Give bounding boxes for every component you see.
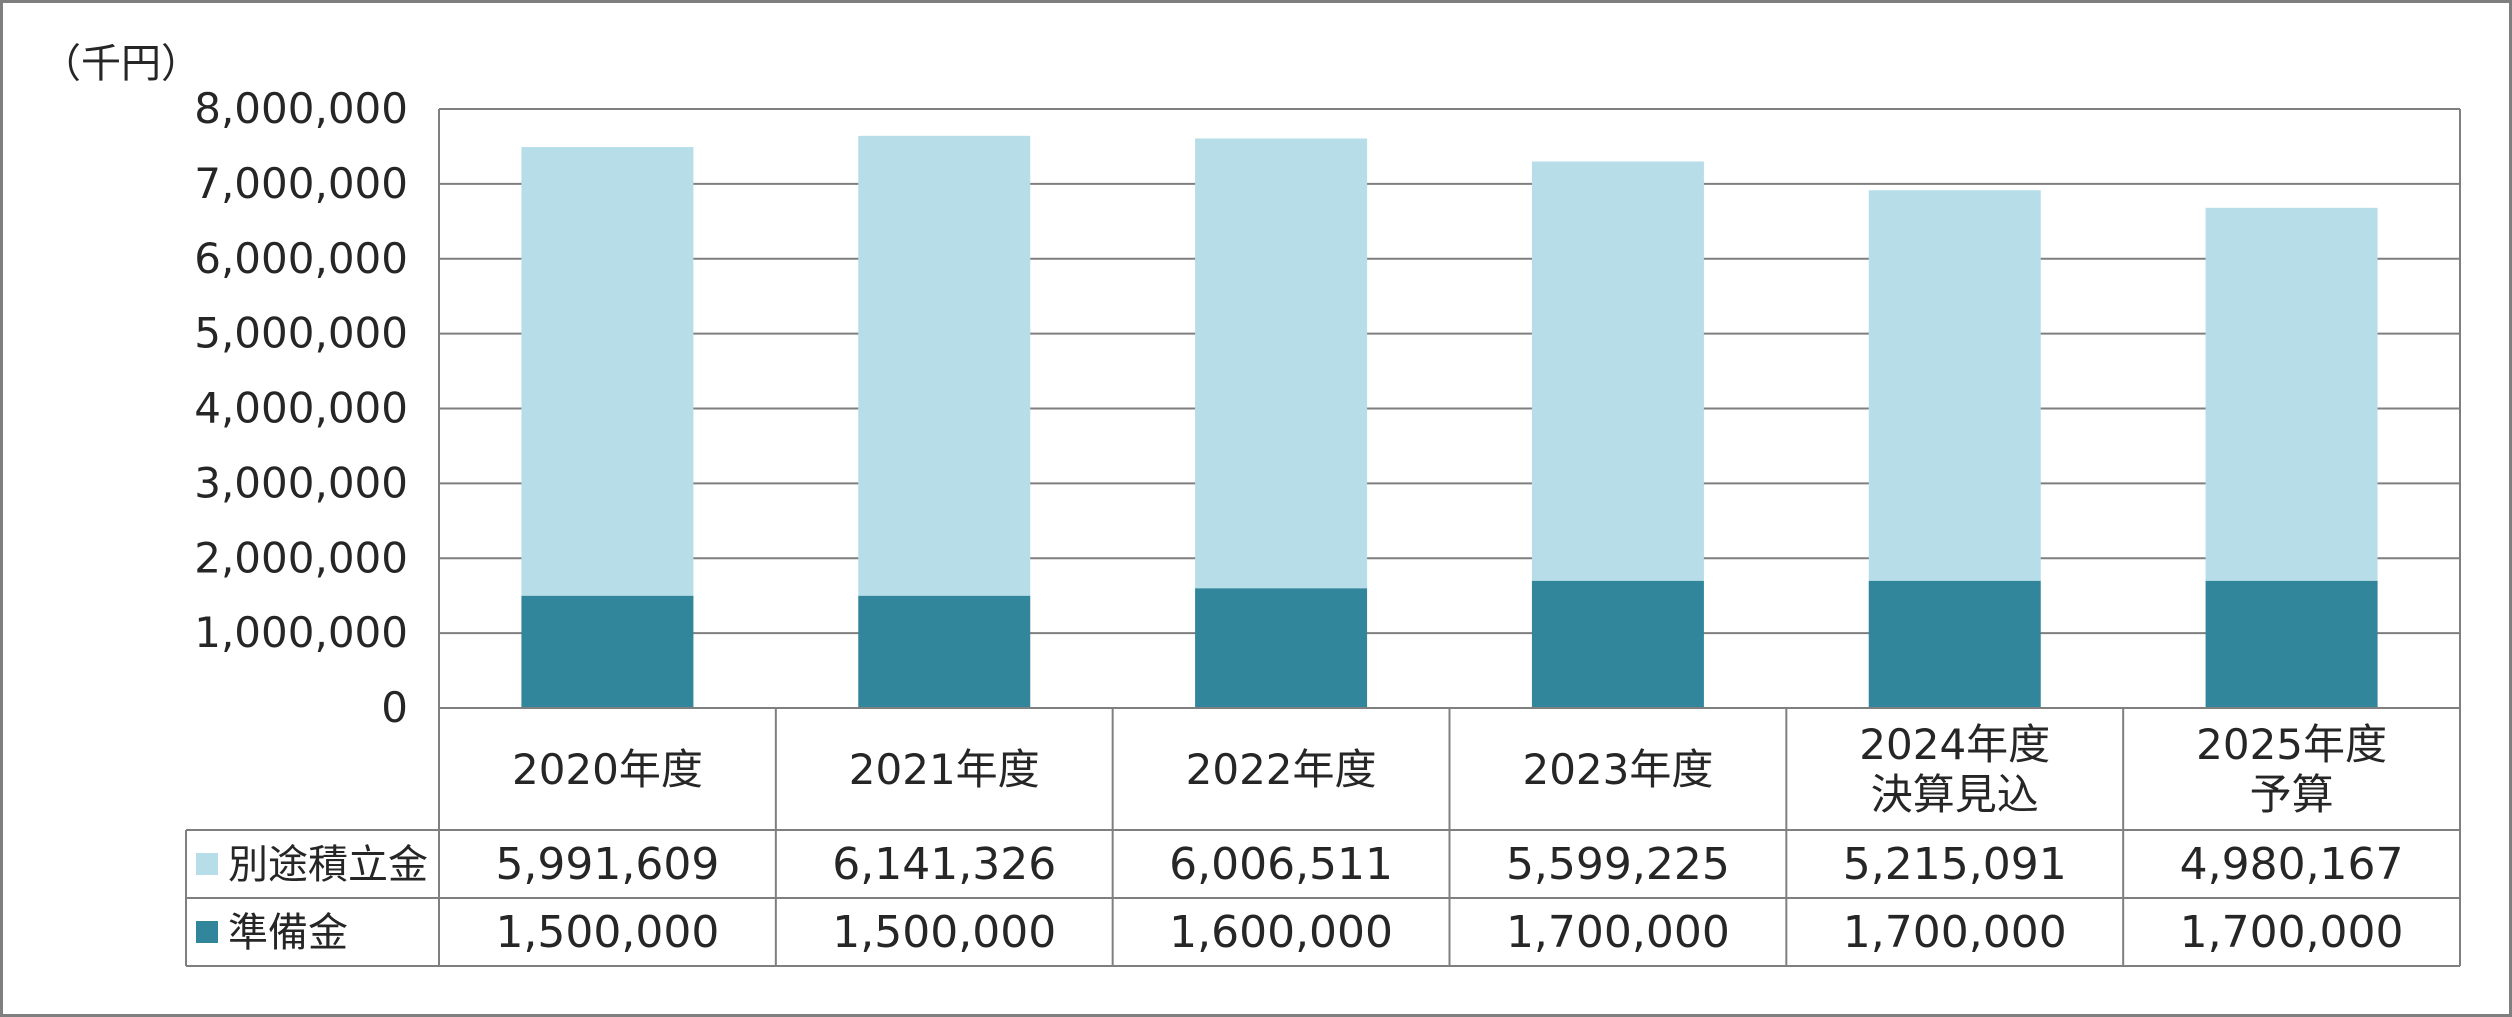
bar-segment bbox=[1195, 588, 1368, 708]
x-category-label: 決算見込 bbox=[1871, 770, 2039, 819]
x-category-label: 2022年度 bbox=[1186, 745, 1377, 794]
y-tick-label: 3,000,000 bbox=[194, 458, 408, 507]
bar-segment bbox=[1531, 580, 1704, 708]
table-value: 4,980,167 bbox=[2180, 839, 2404, 890]
table-value: 5,599,225 bbox=[1506, 839, 1730, 890]
table-value: 1,500,000 bbox=[832, 907, 1056, 958]
table-value: 6,141,326 bbox=[832, 839, 1056, 890]
bar-segment bbox=[2205, 580, 2378, 708]
table-value: 5,991,609 bbox=[495, 839, 719, 890]
y-tick-label: 7,000,000 bbox=[194, 159, 408, 208]
y-tick-label: 6,000,000 bbox=[194, 234, 408, 283]
table-value: 1,700,000 bbox=[2180, 907, 2404, 958]
y-tick-label: 4,000,000 bbox=[194, 384, 408, 433]
table-value: 1,700,000 bbox=[1843, 907, 2067, 958]
x-category-label: 2023年度 bbox=[1522, 745, 1713, 794]
bar-segment bbox=[1868, 580, 2041, 708]
table-value: 6,006,511 bbox=[1169, 839, 1393, 890]
x-category-label: 2024年度 bbox=[1859, 720, 2050, 769]
bar-segment bbox=[858, 135, 1031, 596]
stacked-bar-chart: 0 1,000,000 2,000,000 3,000,000 4,000,000 5,0… bbox=[185, 84, 2461, 967]
y-tick-label: 1,000,000 bbox=[194, 608, 408, 657]
bar-segment bbox=[521, 147, 694, 596]
y-axis-unit-label: （千円） bbox=[41, 41, 201, 87]
table-value: 1,700,000 bbox=[1506, 907, 1730, 958]
table-value: 5,215,091 bbox=[1843, 839, 2067, 890]
legend-swatch bbox=[196, 853, 218, 875]
bar-segment bbox=[2205, 207, 2378, 581]
y-tick-label: 8,000,000 bbox=[194, 84, 408, 133]
x-category-label: 2021年度 bbox=[849, 745, 1040, 794]
y-tick-label: 2,000,000 bbox=[194, 533, 408, 582]
bar-segment bbox=[1195, 138, 1368, 589]
bar-segment bbox=[858, 595, 1031, 708]
x-category-label: 予算 bbox=[2250, 770, 2334, 819]
bar-segment bbox=[521, 595, 694, 708]
legend-label: 別途積立金 bbox=[228, 842, 428, 888]
legend-swatch bbox=[196, 921, 218, 943]
x-category-label: 2020年度 bbox=[512, 745, 703, 794]
table-value: 1,500,000 bbox=[495, 907, 719, 958]
legend-label: 準備金 bbox=[228, 910, 348, 956]
bar-segment bbox=[1868, 190, 2041, 581]
table-value: 1,600,000 bbox=[1169, 907, 1393, 958]
y-tick-label: 5,000,000 bbox=[194, 309, 408, 358]
bar-segment bbox=[1531, 161, 1704, 581]
x-category-label: 2025年度 bbox=[2196, 720, 2387, 769]
y-tick-label: 0 bbox=[381, 683, 408, 732]
